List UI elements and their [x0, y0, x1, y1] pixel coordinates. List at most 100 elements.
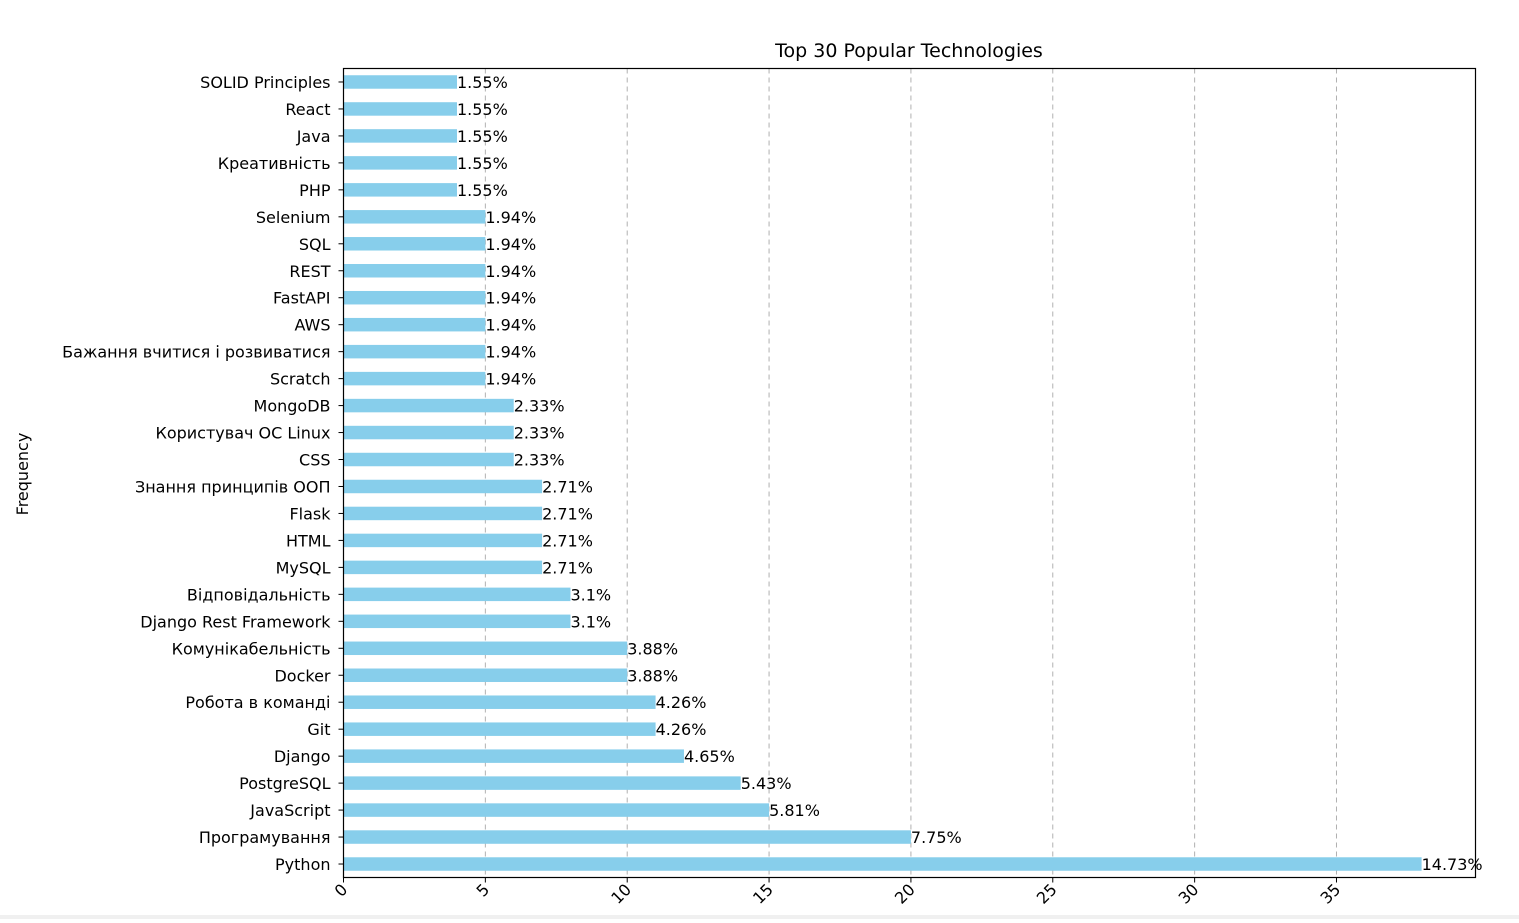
bar [343, 264, 486, 278]
bar [343, 371, 486, 386]
bar [343, 776, 741, 790]
bar-value-label: 3.1% [570, 612, 611, 631]
y-category-label: Django Rest Framework [140, 612, 331, 631]
y-category-label: Django [274, 747, 331, 766]
bar-value-label: 1.94% [485, 316, 536, 335]
y-category-label: React [285, 100, 330, 119]
bar [343, 425, 514, 440]
y-category-label: Робота в команді [185, 693, 330, 712]
y-category-label: AWS [294, 316, 330, 335]
bar [343, 803, 770, 817]
bar-value-label: 1.55% [457, 100, 508, 119]
y-category-label: HTML [286, 531, 331, 550]
bar [343, 156, 457, 170]
y-category-label: Python [275, 855, 330, 874]
bar [343, 668, 628, 682]
bar [343, 317, 486, 332]
bar-value-label: 3.88% [627, 666, 678, 685]
bar [343, 452, 514, 467]
y-category-label: PHP [299, 181, 331, 200]
y-category-label: SQL [299, 235, 331, 254]
bar-value-label: 1.94% [485, 262, 536, 281]
bar [343, 183, 457, 197]
window-bottom-strip [0, 915, 1519, 919]
y-category-label: Користувач ОС Linux [155, 424, 330, 443]
x-tick-label: 25 [1033, 880, 1061, 908]
x-tick-labels: 0 5 10 15 20 25 30 35 [331, 877, 1344, 908]
y-category-label: SOLID Principles [200, 73, 330, 92]
bar [343, 75, 457, 89]
y-category-label: MySQL [276, 558, 331, 577]
bar-value-label: 1.55% [457, 73, 508, 92]
bar-value-label: 1.94% [485, 208, 536, 227]
bar [343, 237, 486, 251]
bar-value-label: 2.71% [542, 504, 593, 523]
bar [343, 344, 486, 359]
bar-value-labels: 14.73% 7.75% 5.81% 5.43% 4.65% 4.26% 4.26% 3.88… [457, 73, 1483, 874]
y-category-label: Flask [289, 504, 331, 523]
x-tick-label: 30 [1175, 880, 1203, 908]
bar [343, 722, 656, 736]
chart-title: Top 30 Popular Technologies [774, 40, 1043, 62]
bar [343, 587, 571, 602]
x-tick-label: 5 [473, 880, 494, 901]
bar [343, 695, 656, 709]
bar-value-label: 3.1% [570, 585, 611, 604]
bar-value-label: 1.55% [457, 154, 508, 173]
bar [343, 641, 628, 656]
bar-value-label: 1.55% [457, 181, 508, 200]
bar [343, 290, 486, 305]
plot-frame [342, 67, 1477, 879]
bar [343, 129, 457, 143]
bar-value-label: 5.43% [741, 774, 792, 793]
bar-value-label: 7.75% [911, 828, 962, 847]
x-tick-label: 10 [607, 880, 635, 908]
bar [343, 398, 514, 413]
bar-value-label: 2.33% [514, 451, 565, 470]
y-category-label: Scratch [270, 370, 331, 389]
x-tick-label: 20 [891, 880, 919, 908]
bar [343, 533, 543, 548]
bar [343, 749, 684, 763]
bar [343, 614, 571, 629]
bar-value-label: 1.94% [485, 370, 536, 389]
y-category-label: Програмування [199, 828, 331, 847]
bar [343, 210, 486, 224]
y-category-label: CSS [299, 451, 330, 470]
bar-value-label: 1.94% [485, 343, 536, 362]
bar-value-label: 5.81% [769, 801, 820, 820]
bar [343, 560, 543, 575]
y-category-label: PostgreSQL [239, 774, 330, 793]
bars [343, 75, 1422, 871]
bar-value-label: 4.26% [656, 720, 707, 739]
y-axis-title: Frequency [13, 433, 32, 516]
y-category-label: MongoDB [254, 397, 331, 416]
bar [343, 479, 543, 494]
bar-value-label: 1.94% [485, 235, 536, 254]
bar-value-label: 4.65% [684, 747, 735, 766]
bar-value-label: 4.26% [656, 693, 707, 712]
bar-value-label: 2.71% [542, 477, 593, 496]
y-category-label: Креативність [218, 154, 331, 173]
bar-value-label: 2.33% [514, 424, 565, 443]
x-tick-label: 15 [749, 880, 777, 908]
y-category-labels: Python Програмування JavaScript PostgreSQL D… [62, 73, 344, 874]
y-category-label: Знання принципів ООП [135, 477, 331, 496]
y-category-label: Бажання вчитися і розвиватися [62, 343, 330, 362]
y-category-label: Відповідальність [187, 585, 331, 604]
bar [343, 857, 1422, 871]
bar [343, 506, 543, 521]
y-category-label: Git [307, 720, 330, 739]
y-category-label: Комунікабельність [172, 639, 331, 658]
bar-value-label: 1.94% [485, 289, 536, 308]
bar-value-label: 3.88% [627, 639, 678, 658]
y-category-label: FastAPI [273, 289, 330, 308]
y-category-label: Docker [274, 666, 330, 685]
bar-value-label: 2.33% [514, 397, 565, 416]
x-tick-label: 35 [1316, 880, 1344, 908]
y-category-label: Selenium [256, 208, 331, 227]
y-category-label: JavaScript [249, 801, 330, 820]
bar-value-label: 14.73% [1422, 855, 1483, 874]
